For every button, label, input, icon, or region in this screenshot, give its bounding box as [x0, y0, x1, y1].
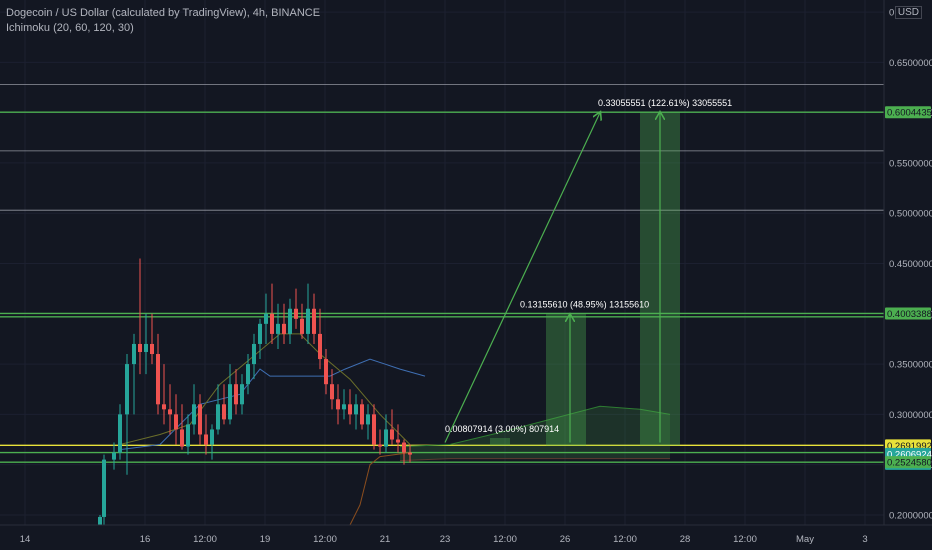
candle-body: [354, 404, 358, 415]
chikou-line: [349, 452, 411, 526]
symbol-title[interactable]: Dogecoin / US Dollar (calculated by Trad…: [6, 7, 321, 19]
candle-body: [192, 404, 196, 425]
candle-body: [180, 429, 184, 447]
x-tick-label: 16: [140, 534, 151, 545]
candle-body: [156, 354, 160, 405]
x-tick-label: 21: [380, 534, 391, 545]
candle-body: [288, 308, 292, 334]
candle-body: [324, 359, 328, 385]
candle-body: [366, 414, 370, 425]
cloud-top-line: [399, 405, 671, 448]
candle-body: [144, 343, 148, 353]
candle-body: [240, 384, 244, 405]
candle-body: [228, 384, 232, 420]
candle-body: [378, 444, 382, 447]
price-label-box: [885, 456, 931, 469]
candle-body: [306, 308, 310, 334]
target-label: 0.00807914 (3.00%) 807914: [445, 424, 559, 434]
candle-body: [294, 308, 298, 319]
candle-body: [372, 414, 376, 445]
candle-body: [210, 429, 214, 445]
candle-body: [408, 452, 412, 455]
chart-legend: Dogecoin / US Dollar (calculated by Trad…: [6, 6, 320, 36]
candle-body: [98, 516, 102, 525]
candle-body: [125, 364, 129, 415]
kijun-line: [119, 358, 426, 451]
price-label-text: 0.26919924: [887, 441, 932, 452]
candle-body: [118, 414, 122, 453]
candle-body: [150, 343, 154, 355]
price-label-text: 0.60044358: [887, 108, 932, 119]
candle-body: [312, 308, 316, 334]
candle-body: [186, 424, 190, 447]
target-box: [546, 313, 586, 446]
x-tick-label: 12:00: [493, 534, 517, 545]
candle-body: [246, 364, 250, 385]
candle-body: [162, 404, 166, 410]
indicator-label[interactable]: Ichimoku (20, 60, 120, 30): [6, 22, 134, 34]
candle-body: [360, 404, 364, 425]
x-tick-label: 23: [440, 534, 451, 545]
x-tick-label: 28: [680, 534, 691, 545]
candle-body: [390, 429, 394, 440]
candle-body: [132, 343, 136, 365]
candle-body: [234, 384, 238, 405]
candle-body: [222, 404, 226, 420]
ichimoku-cloud: [400, 406, 670, 461]
price-label-box: [885, 106, 931, 119]
candle-body: [204, 434, 208, 445]
candle-body: [270, 313, 274, 334]
price-label-text: 0.26069241: [887, 449, 932, 460]
target-box: [490, 438, 510, 446]
candle-body: [174, 414, 178, 430]
candle-body: [252, 343, 256, 365]
price-label-text: 0.25245805: [887, 458, 932, 469]
candle-body: [330, 384, 334, 400]
candle-body: [396, 439, 400, 443]
x-tick-label: 3: [862, 534, 867, 545]
target-label: 0.33055551 (122.61%) 33055551: [598, 98, 732, 108]
candle-body: [282, 323, 286, 334]
x-tick-label: 12:00: [733, 534, 757, 545]
candle-body: [168, 409, 172, 415]
x-tick-label: 26: [560, 534, 571, 545]
time-axis: [0, 525, 932, 550]
projection-arrow: [444, 113, 600, 443]
x-tick-label: 14: [20, 534, 31, 545]
candle-body: [348, 404, 352, 415]
cloud-bottom-line: [399, 458, 670, 462]
candle-body: [216, 404, 220, 430]
candle-body: [318, 333, 322, 360]
candle-body: [258, 323, 262, 344]
candle-body: [336, 399, 340, 410]
price-label-box: [885, 307, 931, 320]
candle-body: [276, 323, 280, 334]
candle-body: [138, 343, 142, 353]
x-tick-label: May: [796, 534, 814, 545]
price-label-text: 0.40033882: [887, 309, 932, 320]
candle-body: [264, 313, 268, 324]
x-tick-label: 12:00: [613, 534, 637, 545]
candle-body: [102, 459, 106, 517]
x-tick-label: 12:00: [193, 534, 217, 545]
target-label: 0.13155610 (48.95%) 13155610: [520, 299, 649, 309]
candle-body: [112, 452, 116, 460]
candle-body: [342, 404, 346, 410]
candle-body: [300, 318, 304, 334]
candle-body: [402, 442, 406, 453]
candle-body: [384, 429, 388, 447]
x-tick-label: 19: [260, 534, 271, 545]
currency-badge[interactable]: USD: [894, 6, 922, 19]
candle-body: [198, 404, 202, 435]
x-tick-label: 12:00: [313, 534, 337, 545]
